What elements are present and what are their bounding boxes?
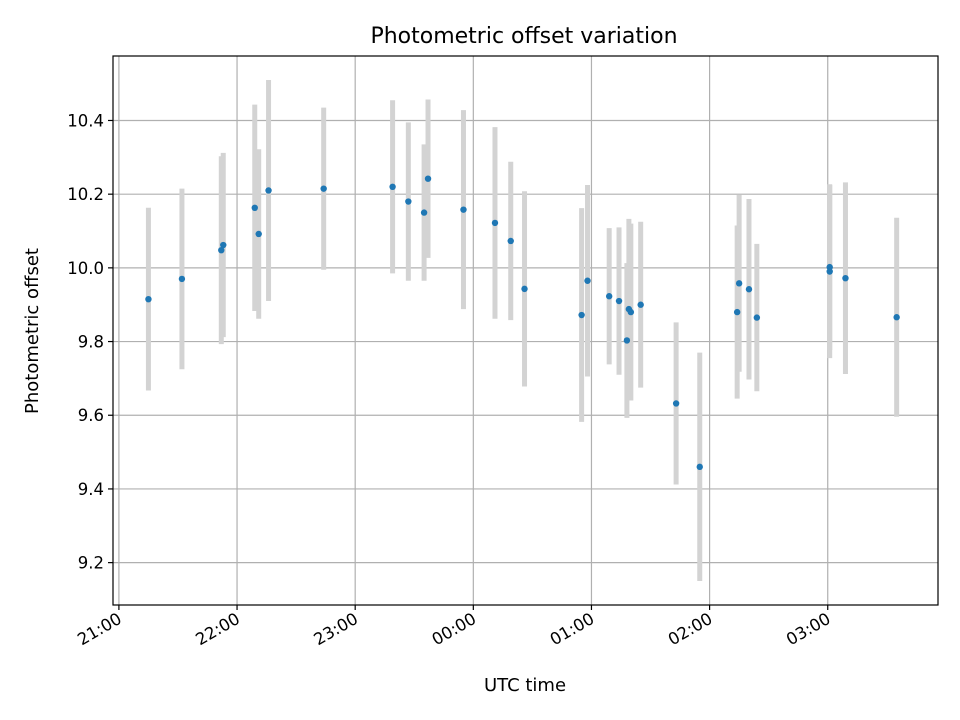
data-point (424, 175, 432, 182)
data-point (578, 311, 585, 319)
data-point (220, 241, 227, 249)
data-point (584, 277, 591, 284)
data-point (627, 308, 635, 316)
error-bars (145, 79, 900, 582)
y-tick-label: 9.2 (78, 554, 104, 573)
data-point (615, 297, 623, 305)
data-point (733, 308, 741, 316)
y-axis: 9.2 9.4 9.6 9.8 10.0 10.2 10.4 (67, 111, 113, 573)
data-point (460, 206, 467, 213)
data-point (826, 263, 833, 271)
x-tick-label: 01:00 (547, 609, 598, 649)
x-axis: 21:00 22:00 23:00 00:00 01:00 02:00 03:00 (74, 605, 834, 649)
y-tick-label: 9.8 (78, 333, 104, 352)
data-point (491, 219, 499, 227)
chart-title: Photometric offset variation (370, 24, 677, 49)
data-point (320, 185, 327, 192)
data-point (696, 463, 703, 471)
data-point (753, 314, 761, 321)
data-point (637, 301, 644, 308)
data-point (605, 293, 613, 300)
data-point (265, 187, 272, 194)
data-point (251, 204, 258, 212)
x-tick-label: 00:00 (429, 609, 480, 649)
data-point (255, 230, 262, 238)
data-point (521, 285, 528, 293)
data-point (218, 246, 225, 254)
x-axis-label: UTC time (484, 675, 566, 696)
data-point (389, 183, 396, 191)
y-tick-label: 9.6 (78, 406, 104, 425)
data-point (672, 400, 680, 407)
data-point (623, 337, 631, 344)
y-axis-label: Photometric offset (22, 248, 43, 414)
x-tick-label: 22:00 (192, 609, 243, 649)
data-point (420, 209, 428, 216)
y-tick-label: 10.2 (67, 185, 104, 204)
data-point (826, 268, 833, 275)
data-point (405, 198, 412, 205)
x-tick-label: 23:00 (310, 609, 361, 649)
x-tick-label: 21:00 (74, 609, 125, 649)
data-point (745, 286, 753, 293)
data-point (507, 237, 514, 245)
data-point (842, 274, 849, 282)
data-point (145, 295, 152, 303)
data-point (735, 280, 743, 287)
x-tick-label: 03:00 (783, 609, 834, 649)
x-tick-label: 02:00 (665, 609, 716, 649)
y-tick-label: 10.4 (67, 111, 104, 130)
data-point (178, 275, 186, 283)
plot-frame (112, 55, 939, 606)
y-tick-label: 9.4 (78, 480, 104, 499)
y-tick-label: 10.0 (67, 259, 104, 278)
data-point (893, 314, 900, 321)
data-points (145, 175, 900, 471)
